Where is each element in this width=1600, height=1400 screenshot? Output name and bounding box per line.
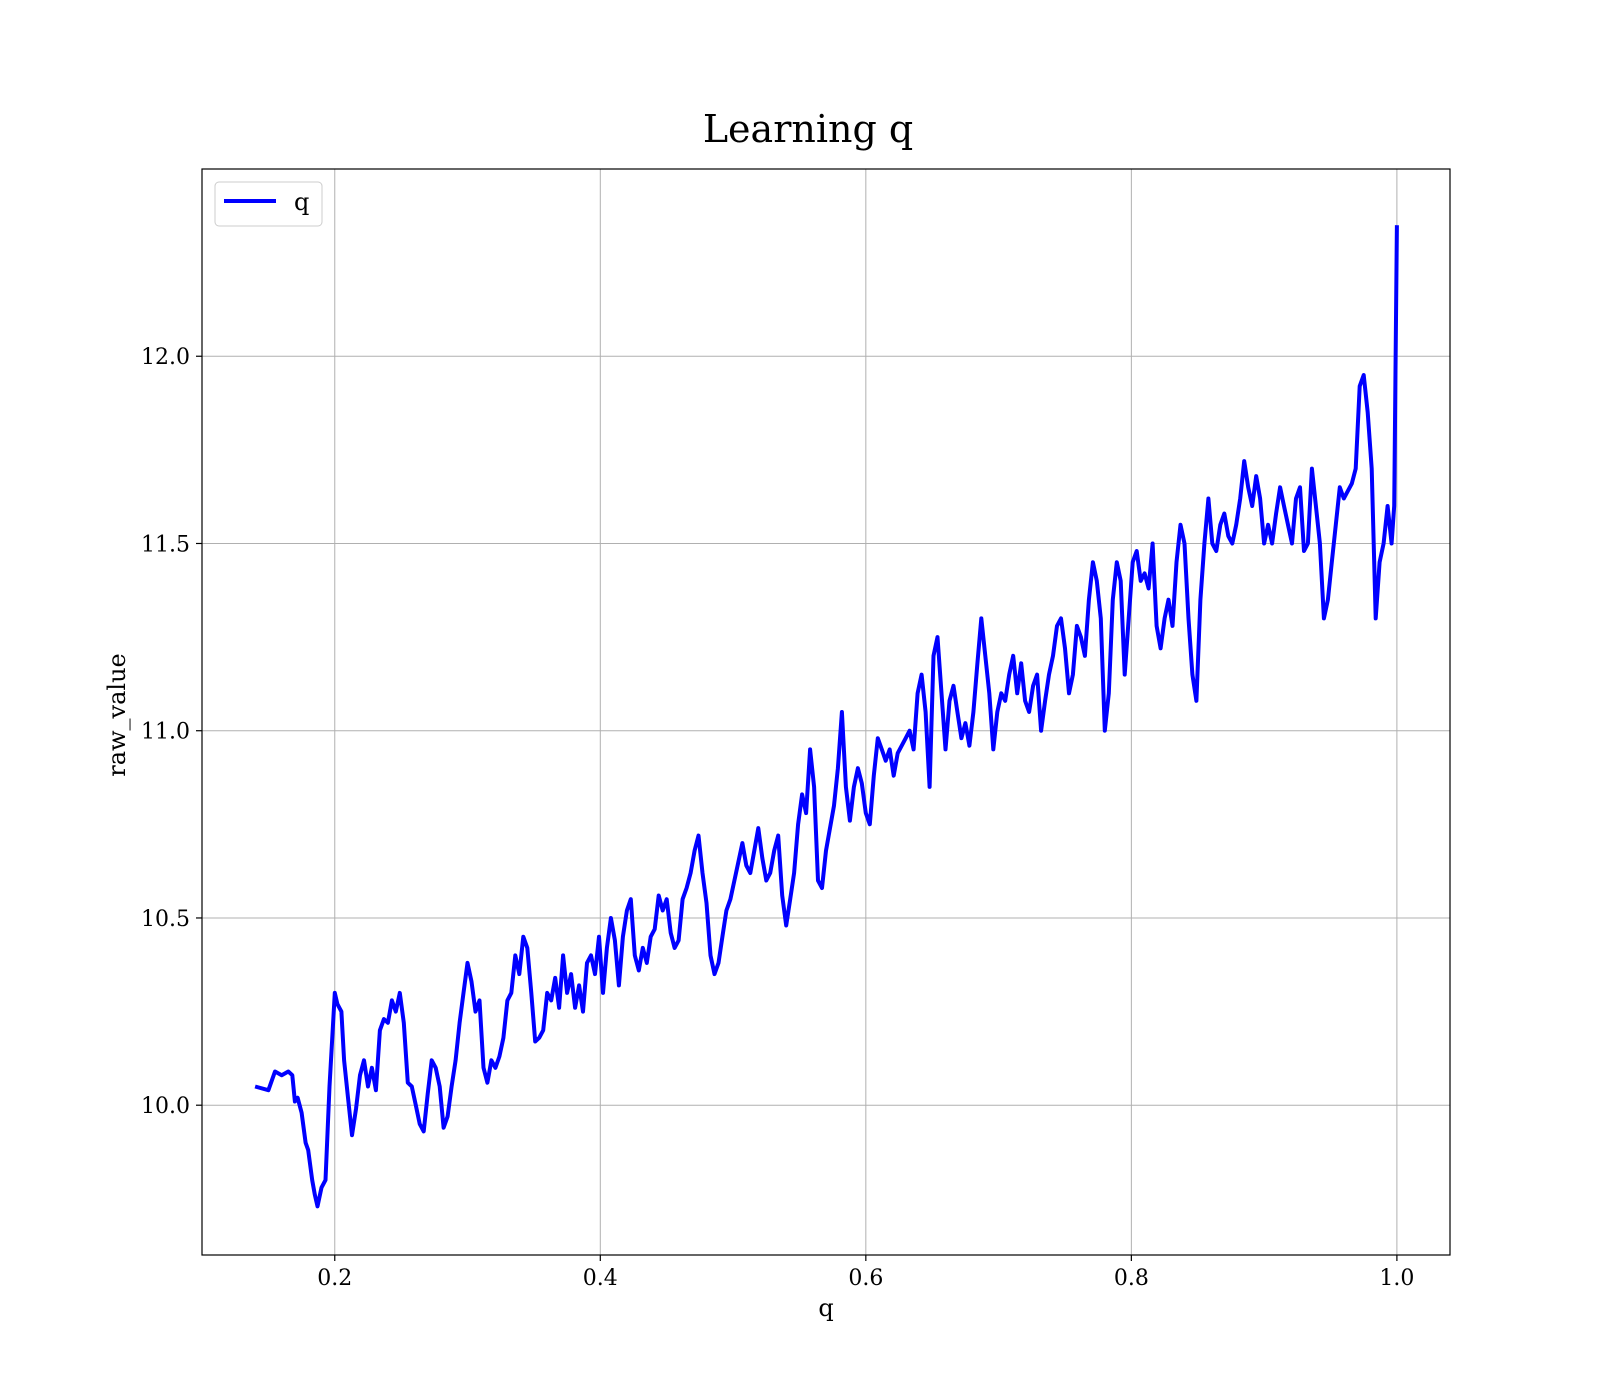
- y-gridlines: [202, 355, 1450, 1106]
- chart-title: Learning q: [703, 107, 913, 151]
- y-tick-label: 11.0: [141, 720, 190, 745]
- x-tick-label: 0.2: [317, 1266, 352, 1291]
- x-axis-label: q: [818, 1294, 833, 1322]
- y-tick-label: 10.5: [141, 907, 190, 932]
- y-tick-label: 11.5: [141, 532, 190, 557]
- x-gridlines: [334, 169, 1398, 1255]
- legend: q: [214, 181, 323, 227]
- y-axis-ticks: 10.0 10.5 11.0 11.5 12.0: [141, 345, 202, 1119]
- legend-label-q: q: [294, 188, 309, 216]
- series-line-q: [254, 225, 1399, 1209]
- x-tick-label: 0.6: [848, 1266, 883, 1291]
- x-axis-ticks: 0.2 0.4 0.6 0.8 1.0: [317, 1255, 1414, 1291]
- plot-area-frame: [201, 168, 1451, 1256]
- x-tick-label: 0.4: [583, 1266, 618, 1291]
- x-tick-label: 1.0: [1379, 1266, 1414, 1291]
- y-tick-label: 12.0: [141, 345, 190, 370]
- x-tick-label: 0.8: [1114, 1266, 1149, 1291]
- legend-box: [214, 181, 323, 227]
- y-tick-label: 10.0: [141, 1094, 190, 1119]
- y-axis-label: raw_value: [103, 653, 131, 777]
